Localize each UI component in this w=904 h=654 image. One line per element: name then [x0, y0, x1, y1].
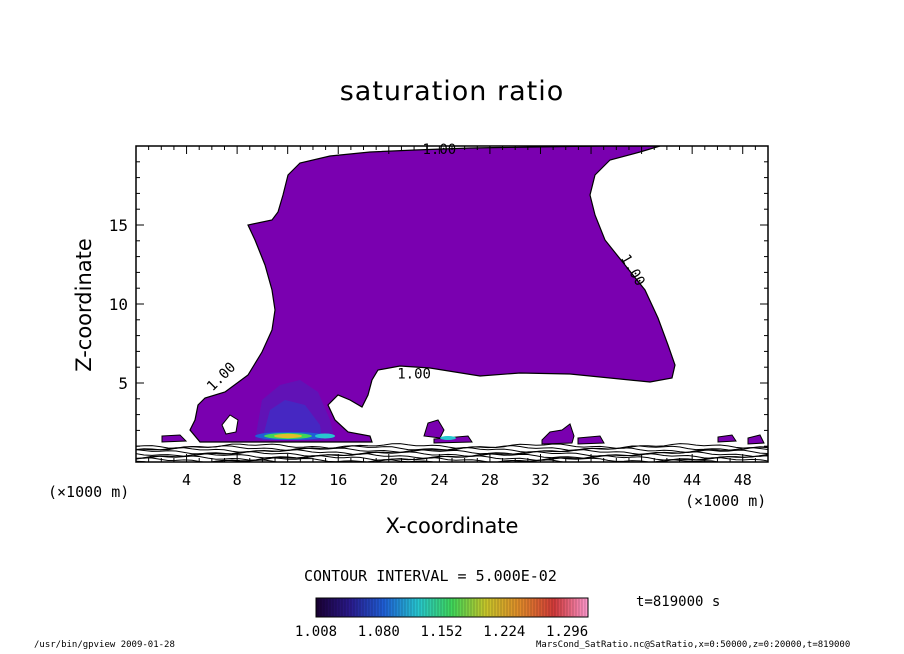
x-tick-label: 20: [380, 471, 398, 489]
x-unit-label-right: (×1000 m): [685, 492, 767, 510]
unsaturated-hole: [221, 414, 239, 435]
colorbar-tick-label: 1.152: [420, 624, 462, 640]
x-unit-label-left: (×1000 m): [48, 483, 130, 501]
enhanced-core: [315, 433, 335, 439]
colorbar-tick-label: 1.080: [358, 624, 400, 640]
x-tick-label: 16: [329, 471, 347, 489]
x-tick-label: 48: [734, 471, 752, 489]
contour-interval-label: CONTOUR INTERVAL = 5.000E-02: [304, 567, 557, 585]
colorbar-tick-labels: 1.008 1.080 1.152 1.224 1.296: [295, 624, 588, 640]
colorbar-tick-label: 1.224: [483, 624, 525, 640]
x-tick-label: 4: [182, 471, 191, 489]
saturated-patch: [541, 423, 575, 445]
colorbar-tick-label: 1.296: [546, 624, 588, 640]
x-tick-label: 12: [279, 471, 297, 489]
x-tick-label: 24: [430, 471, 448, 489]
saturated-patch: [423, 419, 445, 439]
footer-right: MarsCond_SatRatio.nc@SatRatio,x=0:50000,…: [536, 640, 851, 650]
enhanced-core: [274, 433, 302, 439]
x-tick-label: 32: [531, 471, 549, 489]
y-axis-ticks: 5 10 15: [109, 161, 768, 447]
y-tick-label: 10: [109, 295, 128, 314]
time-label: t=819000 s: [636, 594, 721, 610]
saturated-patch: [577, 435, 605, 445]
ground-contour: [136, 455, 768, 461]
enhanced-core: [440, 436, 456, 440]
saturated-patch: [717, 434, 737, 443]
ground-contour: [136, 443, 768, 449]
colorbar-stripes: [317, 599, 586, 616]
x-axis-label: X-coordinate: [385, 514, 519, 538]
enhanced-region: [262, 400, 322, 440]
plot-area: [136, 146, 768, 462]
ground-contour: [136, 459, 722, 462]
colorbar-tick-label: 1.008: [295, 624, 337, 640]
x-tick-label: 40: [633, 471, 651, 489]
x-tick-label: 28: [481, 471, 499, 489]
saturated-patch: [161, 434, 188, 443]
footer-left: /usr/bin/gpview 2009-01-28: [34, 640, 175, 650]
y-tick-label: 15: [109, 216, 128, 235]
saturated-patch: [747, 434, 765, 445]
x-axis-ticks: 4 8 12 16 20 24 28 32 36 40 44 48: [148, 146, 756, 489]
contour-label: 1.00: [397, 366, 431, 382]
saturated-region-fill: [189, 146, 676, 443]
ground-contour: [136, 446, 768, 454]
x-tick-label: 36: [582, 471, 600, 489]
ground-contour: [136, 450, 768, 457]
chart-title: saturation ratio: [339, 76, 565, 107]
colorbar: [315, 597, 589, 618]
y-tick-label: 5: [118, 374, 128, 393]
x-tick-label: 8: [233, 471, 242, 489]
contour-label: 1.00: [423, 142, 457, 158]
x-tick-label: 44: [683, 471, 701, 489]
